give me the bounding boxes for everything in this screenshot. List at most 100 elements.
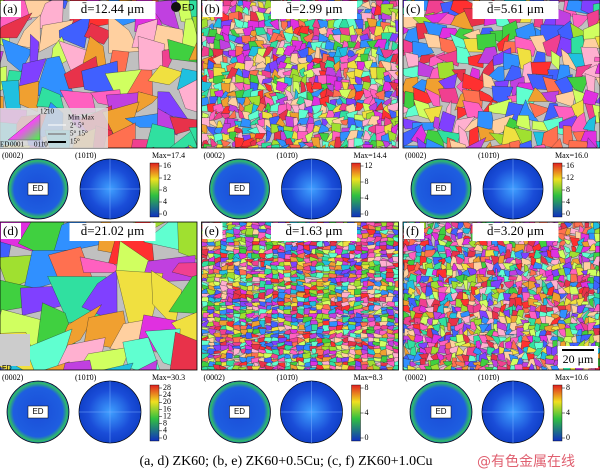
grain xyxy=(401,215,412,221)
grain xyxy=(261,46,274,60)
grain xyxy=(269,353,281,359)
grain xyxy=(391,144,399,148)
grain xyxy=(423,105,443,124)
grain xyxy=(229,21,236,32)
grain xyxy=(188,41,197,61)
grain xyxy=(310,136,321,148)
pole-label: (0002) xyxy=(405,151,427,160)
legend-text: 011̄0 xyxy=(34,141,48,149)
grain xyxy=(265,130,272,143)
grain xyxy=(225,352,233,359)
colorbar-tick-label: 4 xyxy=(163,426,167,435)
grain xyxy=(145,123,175,148)
grain xyxy=(384,91,394,99)
grain xyxy=(178,79,197,113)
grain xyxy=(122,337,160,370)
grain xyxy=(403,66,420,79)
grain xyxy=(532,335,543,343)
pole-label: (0002) xyxy=(2,151,24,160)
grain xyxy=(316,240,323,248)
grain xyxy=(484,286,497,295)
grain xyxy=(338,46,348,59)
grain xyxy=(355,145,363,148)
grain xyxy=(341,253,350,259)
grain xyxy=(275,80,289,93)
grain xyxy=(456,282,464,287)
grain xyxy=(194,371,202,375)
grain xyxy=(393,222,399,227)
grain xyxy=(227,97,239,109)
max-label: Max=17.4 xyxy=(152,151,185,160)
grain xyxy=(264,364,275,370)
grain xyxy=(240,117,252,128)
grain xyxy=(425,138,445,148)
grain xyxy=(221,145,232,148)
grain xyxy=(201,146,204,148)
grain xyxy=(311,324,318,331)
grain xyxy=(334,136,343,148)
grain xyxy=(238,366,247,370)
grain xyxy=(536,369,539,370)
grain xyxy=(271,217,279,221)
grain xyxy=(563,222,573,228)
grain xyxy=(392,340,399,346)
grain xyxy=(270,368,278,370)
grain xyxy=(372,222,383,228)
grain xyxy=(403,369,405,370)
grain xyxy=(153,222,166,229)
grain xyxy=(540,365,548,370)
grain xyxy=(326,152,336,164)
grain xyxy=(455,255,465,266)
grain xyxy=(418,353,429,362)
grain xyxy=(541,125,559,148)
colorbar-tick-label: 16 xyxy=(566,161,574,170)
grain xyxy=(206,146,220,148)
grain xyxy=(390,61,399,71)
grain xyxy=(594,63,600,74)
grain xyxy=(226,316,234,322)
ed-marker xyxy=(171,2,181,12)
grain xyxy=(266,154,273,162)
grain xyxy=(219,248,229,254)
ed-label: ED xyxy=(435,407,446,416)
colorbar-tick-label: 28 xyxy=(163,383,171,392)
colorbar-tick-label: 12 xyxy=(566,173,574,182)
grain xyxy=(316,289,324,294)
pole-label: (0002) xyxy=(405,373,427,382)
grain xyxy=(247,144,259,148)
max-label: Max=8.3 xyxy=(354,373,383,382)
ipf-triangle xyxy=(7,113,41,141)
grain xyxy=(497,315,507,324)
grain xyxy=(592,255,600,267)
grain xyxy=(527,87,549,102)
grain xyxy=(409,361,417,368)
grain xyxy=(594,96,600,104)
map-border xyxy=(201,221,399,371)
grain xyxy=(232,324,241,331)
grain xyxy=(496,359,508,368)
grain xyxy=(43,361,70,370)
grain xyxy=(432,323,441,332)
label-box xyxy=(202,223,223,239)
grain xyxy=(394,34,399,43)
grain xyxy=(188,127,197,146)
colorbar-tick-label: 0 xyxy=(365,209,369,218)
ed-box xyxy=(430,405,452,419)
grain xyxy=(251,333,259,338)
grain xyxy=(245,228,254,236)
colorbar xyxy=(149,162,160,218)
grain xyxy=(147,65,185,86)
pole-label: (0002) xyxy=(204,373,226,382)
grain xyxy=(454,215,463,221)
grain xyxy=(467,53,485,69)
grain xyxy=(445,227,453,234)
grain xyxy=(449,345,459,356)
grain xyxy=(533,369,537,370)
grain xyxy=(391,268,399,276)
grain xyxy=(394,332,399,341)
grain xyxy=(516,327,524,338)
grain xyxy=(486,269,496,276)
grain xyxy=(334,151,345,165)
grain xyxy=(503,52,521,71)
grain xyxy=(513,371,516,381)
